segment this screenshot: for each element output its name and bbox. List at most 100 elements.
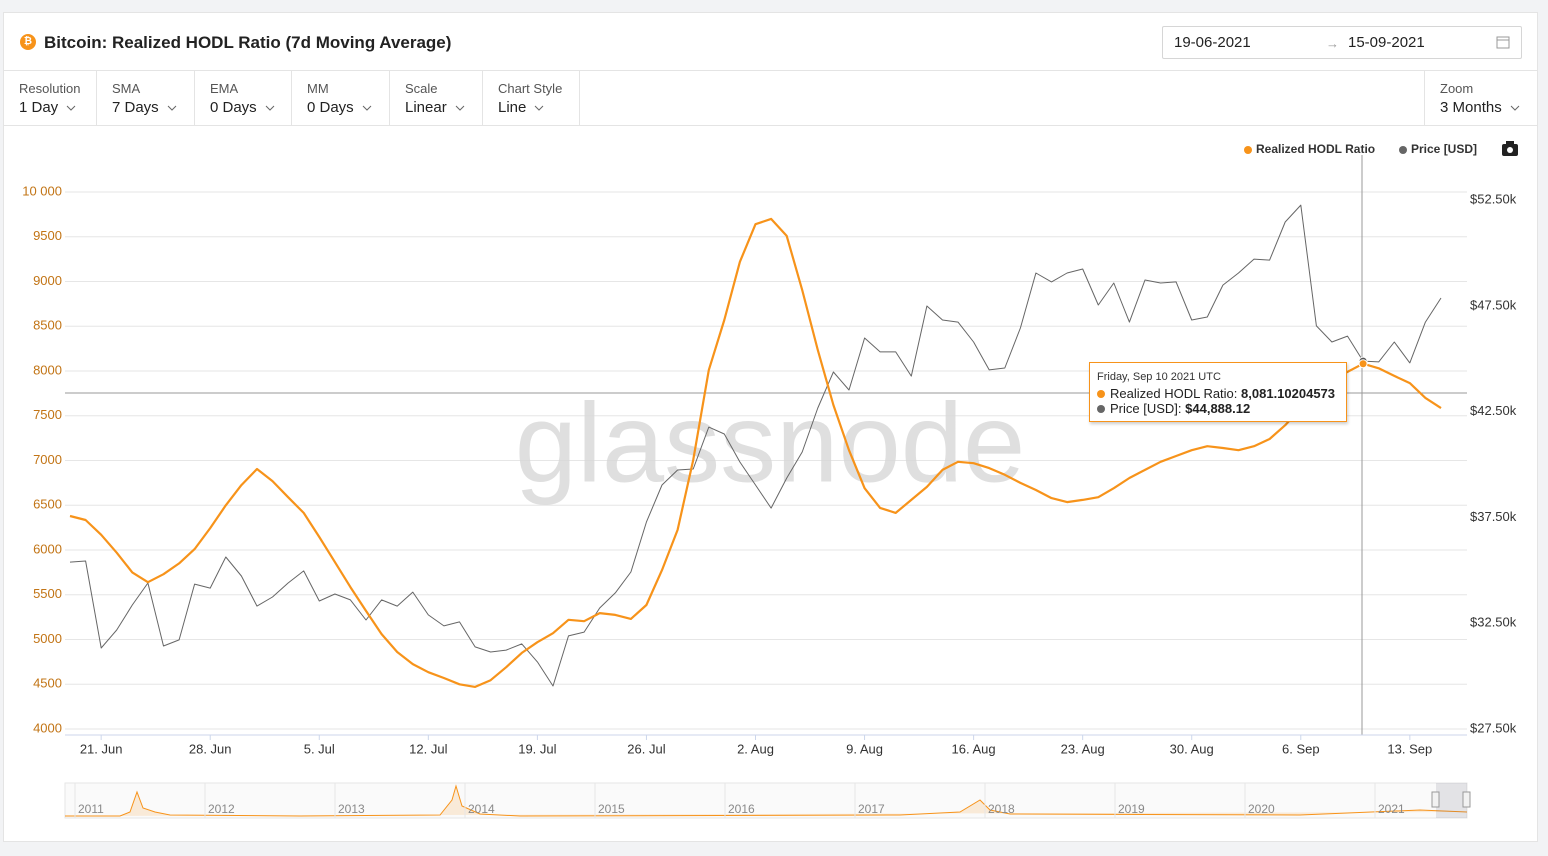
navigator-handle[interactable] <box>1462 791 1471 808</box>
control-label: Chart Style <box>498 81 563 96</box>
control-label: MM <box>307 81 329 96</box>
hover-point <box>1358 359 1368 369</box>
x-tick-label: 21. Jun <box>80 741 123 756</box>
x-tick-label: 6. Sep <box>1282 741 1320 756</box>
y-tick-label: 8500 <box>33 318 62 333</box>
bitcoin-icon: ₿ <box>20 34 36 50</box>
control-label: Resolution <box>19 81 81 96</box>
control-value: 1 Day <box>19 99 59 116</box>
y-tick-label: 7000 <box>33 452 62 467</box>
tooltip-title: Friday, Sep 10 2021 UTC <box>1097 371 1221 383</box>
navigator-label: 2015 <box>598 802 625 816</box>
legend-label[interactable]: Price [USD] <box>1411 142 1477 156</box>
legend-marker <box>1399 146 1407 154</box>
y-tick-label: 10 000 <box>22 183 62 198</box>
navigator-window[interactable] <box>1436 783 1467 818</box>
x-tick-label: 28. Jun <box>189 741 232 756</box>
control[interactable]: MM 0 Days <box>292 70 390 125</box>
chevron <box>66 105 76 111</box>
control-value: Linear <box>405 99 447 116</box>
navigator-label: 2020 <box>1248 802 1275 816</box>
grid <box>65 191 1467 730</box>
x-tick-label: 19. Jul <box>518 741 556 756</box>
control[interactable]: Zoom 3 Months <box>1424 70 1538 125</box>
y-tick-label: 6000 <box>33 541 62 556</box>
navigator-label: 2016 <box>728 802 755 816</box>
x-tick-label: 30. Aug <box>1170 741 1214 756</box>
control[interactable]: EMA 0 Days <box>195 70 292 125</box>
navigator-label: 2013 <box>338 802 365 816</box>
x-tick-label: 12. Jul <box>409 741 447 756</box>
arrow: → <box>1326 36 1339 51</box>
y2-tick-label: $32.50k <box>1470 615 1517 630</box>
y2-tick-label: $47.50k <box>1470 297 1517 312</box>
y-tick-label: 4000 <box>33 720 62 735</box>
y-tick-label: 5000 <box>33 631 62 646</box>
control[interactable]: Chart Style Line <box>483 70 580 125</box>
navigator-label: 2018 <box>988 802 1015 816</box>
y-tick-label: 4500 <box>33 676 62 691</box>
navigator[interactable] <box>64 782 1468 819</box>
tooltip-label: Price [USD]: <box>1110 401 1182 416</box>
legend-label[interactable]: Realized HODL Ratio <box>1256 142 1375 156</box>
control-value: 7 Days <box>112 99 159 116</box>
series-line <box>69 204 1442 687</box>
navigator-label: 2011 <box>78 802 104 816</box>
y-tick-label: 5500 <box>33 586 62 601</box>
y-tick-label: 9500 <box>33 228 62 243</box>
y2-tick-label: $42.50k <box>1470 403 1517 418</box>
control-value: 3 Months <box>1440 99 1502 116</box>
y-tick-label: 9000 <box>33 273 62 288</box>
controls: Resolution 1 Day SMA 7 Days EMA 0 Days MM 0 Day… <box>4 70 1537 126</box>
control-value: 0 Days <box>307 99 354 116</box>
tooltip-label: Realized HODL Ratio: <box>1110 386 1238 401</box>
chevron <box>455 105 465 111</box>
navigator-handle[interactable] <box>1431 791 1440 808</box>
tooltip-value: $44,888.12 <box>1185 401 1251 416</box>
control-label: Scale <box>405 81 438 96</box>
tooltip-row: Realized HODL Ratio: 8,081.10204573 <box>1097 386 1335 401</box>
legend-marker <box>1244 146 1252 154</box>
header: ₿ Bitcoin: Realized HODL Ratio (7d Movin… <box>4 13 1537 71</box>
calendar-icon[interactable] <box>1496 35 1510 49</box>
y-tick-label: 8000 <box>33 362 62 377</box>
x-tick-label: 9. Aug <box>846 741 883 756</box>
control-value: Line <box>498 99 527 116</box>
series-line <box>69 217 1442 688</box>
control[interactable]: SMA 7 Days <box>97 70 195 125</box>
x-tick-label: 16. Aug <box>952 741 996 756</box>
tooltip-row: Price [USD]: $44,888.12 <box>1097 401 1250 416</box>
date-range[interactable]: 19-06-2021 → 15-09-2021 <box>1162 26 1522 59</box>
date-from[interactable]: 19-06-2021 <box>1174 34 1251 51</box>
navigator-series <box>65 784 1468 817</box>
x-tick-label: 2. Aug <box>737 741 774 756</box>
chevron <box>362 105 372 111</box>
y-tick-label: 6500 <box>33 497 62 512</box>
chevron <box>534 105 544 111</box>
x-tick-label: 5. Jul <box>304 741 335 756</box>
tooltip-value: 8,081.10204573 <box>1241 386 1336 401</box>
title: Bitcoin: Realized HODL Ratio (7d Moving … <box>44 33 452 52</box>
chevron <box>167 105 177 111</box>
control-label: EMA <box>210 81 239 96</box>
camera-icon[interactable] <box>1502 141 1518 156</box>
control-value: 0 Days <box>210 99 257 116</box>
control-label: SMA <box>112 81 141 96</box>
y2-tick-label: $37.50k <box>1470 509 1517 524</box>
navigator-label: 2012 <box>208 802 235 816</box>
navigator-label: 2014 <box>468 802 495 816</box>
watermark: glassnode <box>515 381 1026 506</box>
y2-tick-label: $52.50k <box>1470 191 1517 206</box>
navigator-label: 2017 <box>858 802 885 816</box>
x-tick-label: 23. Aug <box>1061 741 1105 756</box>
control[interactable]: Scale Linear <box>390 70 483 125</box>
control-label: Zoom <box>1440 81 1474 96</box>
y-tick-label: 7500 <box>33 407 62 422</box>
chevron <box>1510 105 1520 111</box>
y2-tick-label: $27.50k <box>1470 720 1517 735</box>
chevron <box>265 105 275 111</box>
navigator-label: 2021 <box>1378 802 1405 816</box>
control[interactable]: Resolution 1 Day <box>4 70 97 125</box>
date-to[interactable]: 15-09-2021 <box>1348 34 1425 51</box>
